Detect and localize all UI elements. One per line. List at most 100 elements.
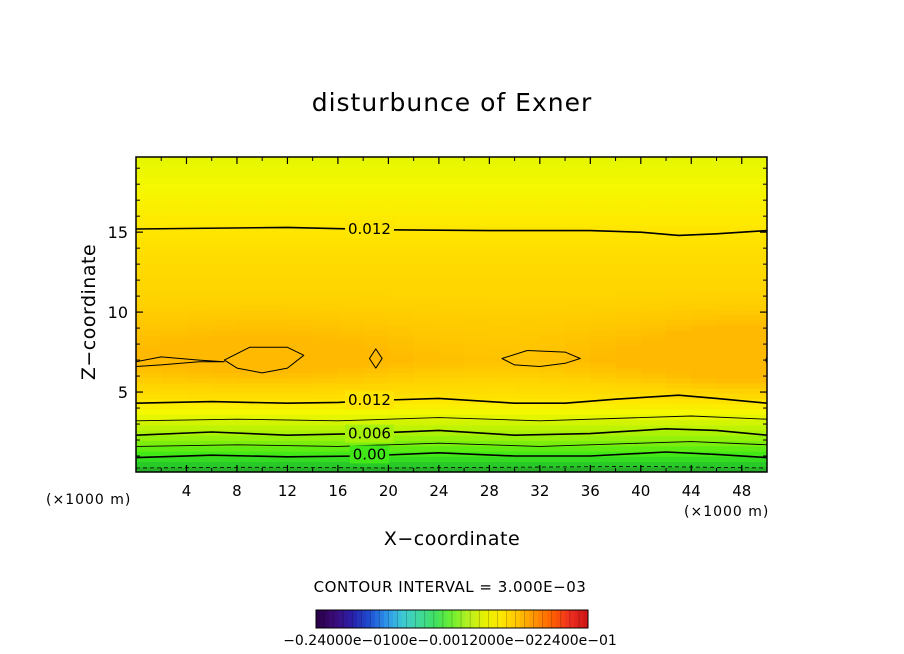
contour-interval-text: CONTOUR INTERVAL = 3.000E−03	[313, 578, 587, 596]
field-cell	[615, 262, 642, 268]
field-cell	[590, 435, 617, 442]
colorbar-swatch	[497, 610, 503, 628]
field-cell	[413, 351, 440, 358]
field-cell	[716, 262, 743, 268]
field-cell	[539, 346, 566, 352]
field-cell	[716, 178, 743, 184]
field-cell	[666, 440, 692, 447]
field-cell	[363, 183, 389, 190]
field-cell	[211, 214, 238, 221]
field-cell	[514, 314, 541, 321]
field-cell	[262, 188, 289, 195]
field-cell	[438, 398, 465, 405]
x-tick-label: 36	[581, 482, 600, 500]
field-cell	[640, 372, 667, 379]
field-cell	[514, 167, 541, 174]
field-cell	[438, 330, 465, 337]
field-cell	[337, 377, 364, 384]
field-cell	[161, 409, 188, 415]
field-cell	[565, 346, 591, 352]
field-cell	[136, 178, 162, 184]
field-cell	[136, 461, 162, 468]
field-cell	[312, 325, 339, 331]
field-cell	[161, 335, 188, 342]
field-cell	[388, 440, 415, 447]
field-cell	[640, 178, 667, 184]
field-cell	[640, 167, 667, 174]
field-cell	[413, 277, 440, 284]
field-cell	[186, 309, 213, 316]
field-cell	[413, 346, 440, 352]
field-cell	[464, 445, 490, 452]
field-cell	[539, 178, 566, 184]
field-cell	[287, 251, 314, 258]
field-cell	[262, 461, 289, 468]
field-cell	[186, 241, 213, 247]
field-cell	[539, 262, 566, 268]
field-cell	[236, 330, 263, 337]
field-cell	[312, 209, 339, 216]
field-cell	[666, 193, 692, 200]
field-cell	[186, 403, 213, 410]
closed-contour	[136, 356, 225, 367]
field-cell	[186, 361, 213, 368]
field-cell	[438, 361, 465, 368]
field-cell	[640, 424, 667, 431]
field-cell	[337, 157, 364, 163]
field-cell	[438, 246, 465, 253]
field-cell	[161, 256, 188, 263]
field-cell	[489, 225, 516, 232]
field-cell	[186, 157, 213, 163]
field-cell	[716, 309, 743, 316]
field-cell	[337, 298, 364, 305]
field-cell	[514, 214, 541, 221]
field-cell	[211, 262, 238, 268]
field-cell	[363, 235, 389, 242]
field-cell	[590, 167, 617, 174]
field-cell	[438, 178, 465, 184]
field-cell	[615, 377, 642, 384]
field-cell	[666, 188, 692, 195]
field-cell	[211, 340, 238, 347]
field-cell	[464, 277, 490, 284]
field-cell	[262, 277, 289, 284]
field-cell	[539, 456, 566, 463]
field-cell	[590, 419, 617, 426]
field-cell	[438, 367, 465, 373]
field-cell	[413, 188, 440, 195]
field-cell	[464, 157, 490, 163]
field-cell	[716, 293, 743, 300]
field-cell	[489, 435, 516, 442]
field-cell	[312, 451, 339, 457]
field-cell	[337, 335, 364, 342]
field-cell	[741, 346, 767, 352]
field-cell	[186, 445, 213, 452]
field-cell	[666, 162, 692, 169]
field-cell	[464, 235, 490, 242]
field-cell	[539, 319, 566, 326]
field-cell	[337, 309, 364, 316]
field-cell	[514, 199, 541, 205]
field-cell	[489, 172, 516, 179]
field-cell	[640, 319, 667, 326]
field-cell	[161, 262, 188, 268]
field-cell	[615, 172, 642, 179]
field-cell	[514, 456, 541, 463]
x-tick-label: 4	[182, 482, 192, 500]
field-cell	[539, 335, 566, 342]
field-cell	[716, 193, 743, 200]
field-cell	[464, 178, 490, 184]
field-cell	[741, 267, 767, 274]
field-cell	[640, 283, 667, 289]
field-cell	[539, 272, 566, 279]
field-cell	[590, 188, 617, 195]
field-cell	[262, 298, 289, 305]
field-cell	[287, 157, 314, 163]
field-cell	[565, 157, 591, 163]
field-cell	[514, 372, 541, 379]
field-cell	[413, 424, 440, 431]
field-cell	[136, 204, 162, 211]
field-cell	[489, 372, 516, 379]
field-cell	[565, 178, 591, 184]
field-cell	[666, 241, 692, 247]
